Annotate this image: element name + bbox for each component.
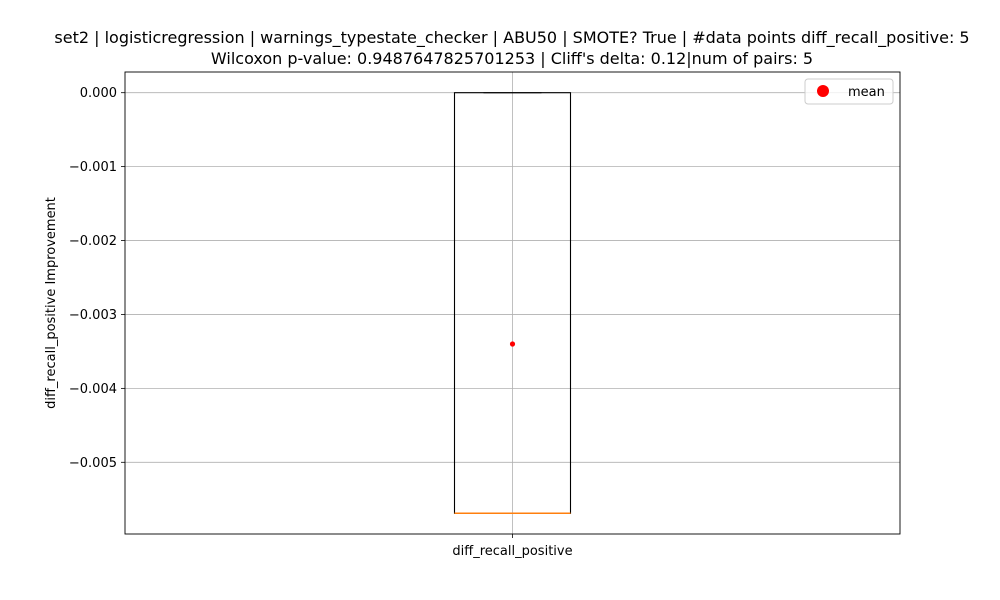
legend-frame [804,78,894,105]
legend-mean-label: mean [848,85,885,100]
x-tick-label: diff_recall_positive [452,544,572,559]
legend: mean [804,78,894,105]
y-tick-label: 0.000 [80,86,117,101]
y-tick-label: −0.001 [69,160,117,175]
y-tick-label: −0.003 [69,308,117,323]
box-elements [453,92,572,515]
mean-marker [509,341,516,347]
legend-mean-marker [817,85,829,97]
chart-title-line-1: set2 | logisticregression | warnings_typ… [54,28,969,48]
chart-title-line-2: Wilcoxon p-value: 0.9487647825701253 | C… [211,49,813,68]
grid-lines [125,72,900,534]
y-tick-label: −0.005 [69,456,117,471]
y-tick-label: −0.002 [69,234,117,249]
y-axis-label: diff_recall_positive Improvement [44,197,59,409]
y-tick-label: −0.004 [69,382,117,397]
axes: 0.000 −0.001 −0.002 −0.003 −0.004 −0.005 diff_… [69,71,901,559]
